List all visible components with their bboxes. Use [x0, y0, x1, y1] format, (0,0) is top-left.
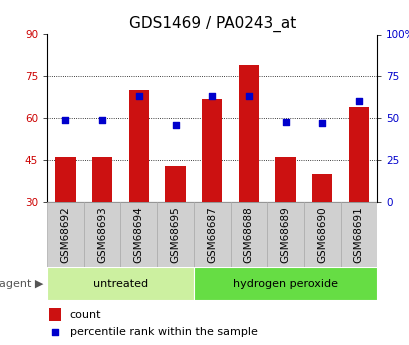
Point: [355, 99, 361, 104]
Point: [62, 117, 69, 122]
Text: GSM68690: GSM68690: [317, 206, 326, 263]
Bar: [267, 202, 303, 267]
Text: GSM68687: GSM68687: [207, 206, 217, 263]
Bar: [238, 65, 258, 202]
Text: percentile rank within the sample: percentile rank within the sample: [70, 327, 257, 336]
Text: untreated: untreated: [93, 279, 148, 289]
Bar: [92, 157, 112, 202]
Bar: [340, 202, 376, 267]
Bar: [303, 202, 340, 267]
Point: [281, 119, 288, 124]
Bar: [55, 157, 75, 202]
Bar: [128, 90, 148, 202]
Text: GSM68694: GSM68694: [133, 206, 144, 263]
Point: [99, 117, 105, 122]
Point: [135, 93, 142, 99]
Text: hydrogen peroxide: hydrogen peroxide: [232, 279, 337, 289]
Bar: [275, 157, 295, 202]
Point: [209, 93, 215, 99]
Bar: [83, 202, 120, 267]
Point: [245, 93, 252, 99]
Text: GSM68693: GSM68693: [97, 206, 107, 263]
Bar: [230, 202, 267, 267]
Text: GSM68692: GSM68692: [61, 206, 70, 263]
Point: [318, 120, 325, 126]
Title: GDS1469 / PA0243_at: GDS1469 / PA0243_at: [128, 16, 295, 32]
Bar: [348, 107, 368, 202]
Bar: [157, 202, 193, 267]
Bar: [120, 202, 157, 267]
Text: GSM68695: GSM68695: [170, 206, 180, 263]
Text: GSM68689: GSM68689: [280, 206, 290, 263]
Point: [52, 329, 58, 334]
Bar: [202, 99, 222, 202]
Bar: [47, 267, 193, 300]
Text: agent ▶: agent ▶: [0, 279, 43, 289]
Bar: [49, 308, 61, 321]
Text: count: count: [70, 309, 101, 319]
Text: GSM68691: GSM68691: [353, 206, 363, 263]
Bar: [193, 202, 230, 267]
Text: GSM68688: GSM68688: [243, 206, 253, 263]
Bar: [47, 202, 83, 267]
Bar: [165, 166, 185, 202]
Bar: [311, 174, 331, 202]
Point: [172, 122, 178, 128]
Bar: [193, 267, 376, 300]
